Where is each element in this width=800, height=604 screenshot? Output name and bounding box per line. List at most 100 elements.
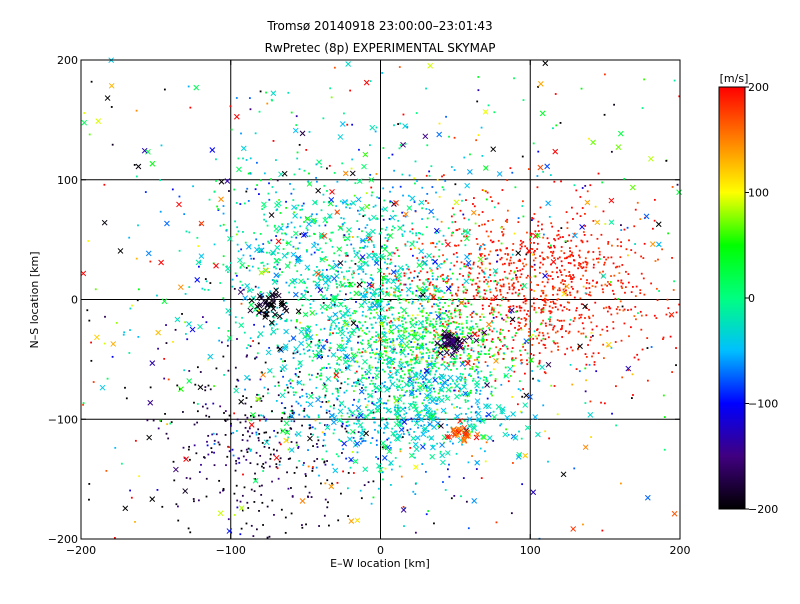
data-point-dot [300,327,303,329]
data-point-dot [391,360,394,363]
data-point-dot [389,371,392,374]
data-point-x [493,358,499,364]
data-point-dot [519,410,522,413]
data-point-dot [182,411,184,413]
data-point-x [492,268,499,274]
data-point-dot [280,508,283,511]
data-point-dot [230,128,233,131]
data-point-dot [159,419,161,422]
data-point-dot [348,270,350,273]
data-point-dot [509,375,512,377]
data-point-dot [254,188,257,191]
data-point-dot [538,307,540,309]
data-point-dot [400,329,403,332]
data-point-dot [663,416,666,418]
data-point-dot [456,278,459,281]
data-point-dot [447,325,450,328]
data-point-dot [350,243,353,246]
data-point-dot [315,386,318,389]
data-point-dot [475,392,477,395]
data-point-dot [324,340,327,343]
data-point-dot [495,316,498,318]
data-point-dot [515,274,517,276]
data-point-x [265,349,272,356]
data-point-dot [435,402,438,405]
data-point-dot [402,314,405,317]
data-point-dot [290,420,293,423]
data-point-dot [363,246,365,249]
data-point-dot [295,115,298,118]
data-point-dot [235,202,238,204]
data-point-dot [421,463,424,465]
data-point-dot [261,442,264,444]
data-point-dot [379,231,382,234]
data-point-dot [403,327,406,330]
data-point-dot [353,250,356,252]
data-point-x [245,243,252,250]
data-point-dot [376,430,379,433]
data-point-dot [293,211,296,214]
data-point-dot [292,188,295,191]
data-point-dot [397,335,400,338]
data-point-dot [429,324,431,327]
data-point-x [560,471,567,478]
data-point-dot [371,327,374,329]
data-point-dot [309,330,311,333]
data-point-x [371,288,378,295]
data-point-dot [247,447,250,450]
data-point-dot [504,276,507,279]
data-point-dot [460,239,463,242]
data-point-x [299,498,306,504]
data-point-dot [355,422,358,425]
data-point-dot [550,222,553,225]
data-point-dot [364,321,367,323]
data-point-dot [224,420,227,422]
data-point-x [545,361,552,368]
data-point-dot [156,294,158,297]
data-point-x [426,252,432,259]
data-point-dot [268,465,271,468]
data-point-dot [480,126,483,129]
data-point-dot [620,482,622,485]
data-point-dot [434,360,437,363]
data-point-dot [601,288,604,291]
data-point-dot [556,319,559,321]
data-point-dot [410,394,413,397]
data-point-dot [532,354,535,357]
data-point-x [512,434,519,441]
data-point-dot [491,306,494,309]
data-point-dot [341,425,344,428]
data-point-dot [407,268,410,271]
data-point-x [344,354,351,360]
data-point-dot [290,487,292,489]
data-point-dot [163,88,166,91]
data-point-dot [506,218,509,221]
data-point-x [389,381,396,387]
data-point-dot [410,317,413,320]
data-point-dot [471,279,474,282]
data-point-dot [591,328,594,331]
data-point-dot [507,254,509,256]
data-point-dot [489,291,492,294]
data-point-dot [438,301,441,304]
data-point-dot [445,348,448,351]
data-point-dot [363,377,365,379]
data-point-dot [297,447,300,449]
data-point-dot [477,356,480,359]
data-point-dot [245,355,248,358]
data-point-dot [381,282,384,285]
data-point-dot [423,335,426,338]
data-point-dot [333,252,336,255]
data-point-dot [675,311,678,314]
data-point-dot [244,414,247,417]
data-point-dot [408,373,411,376]
data-point-dot [415,420,418,423]
data-point-dot [620,285,623,288]
data-point-x [275,292,282,299]
data-point-dot [478,286,481,289]
data-point-x [307,401,314,408]
data-point-dot [465,319,468,322]
data-point-dot [500,299,503,302]
data-point-dot [529,288,532,291]
data-point-dot [539,206,542,209]
